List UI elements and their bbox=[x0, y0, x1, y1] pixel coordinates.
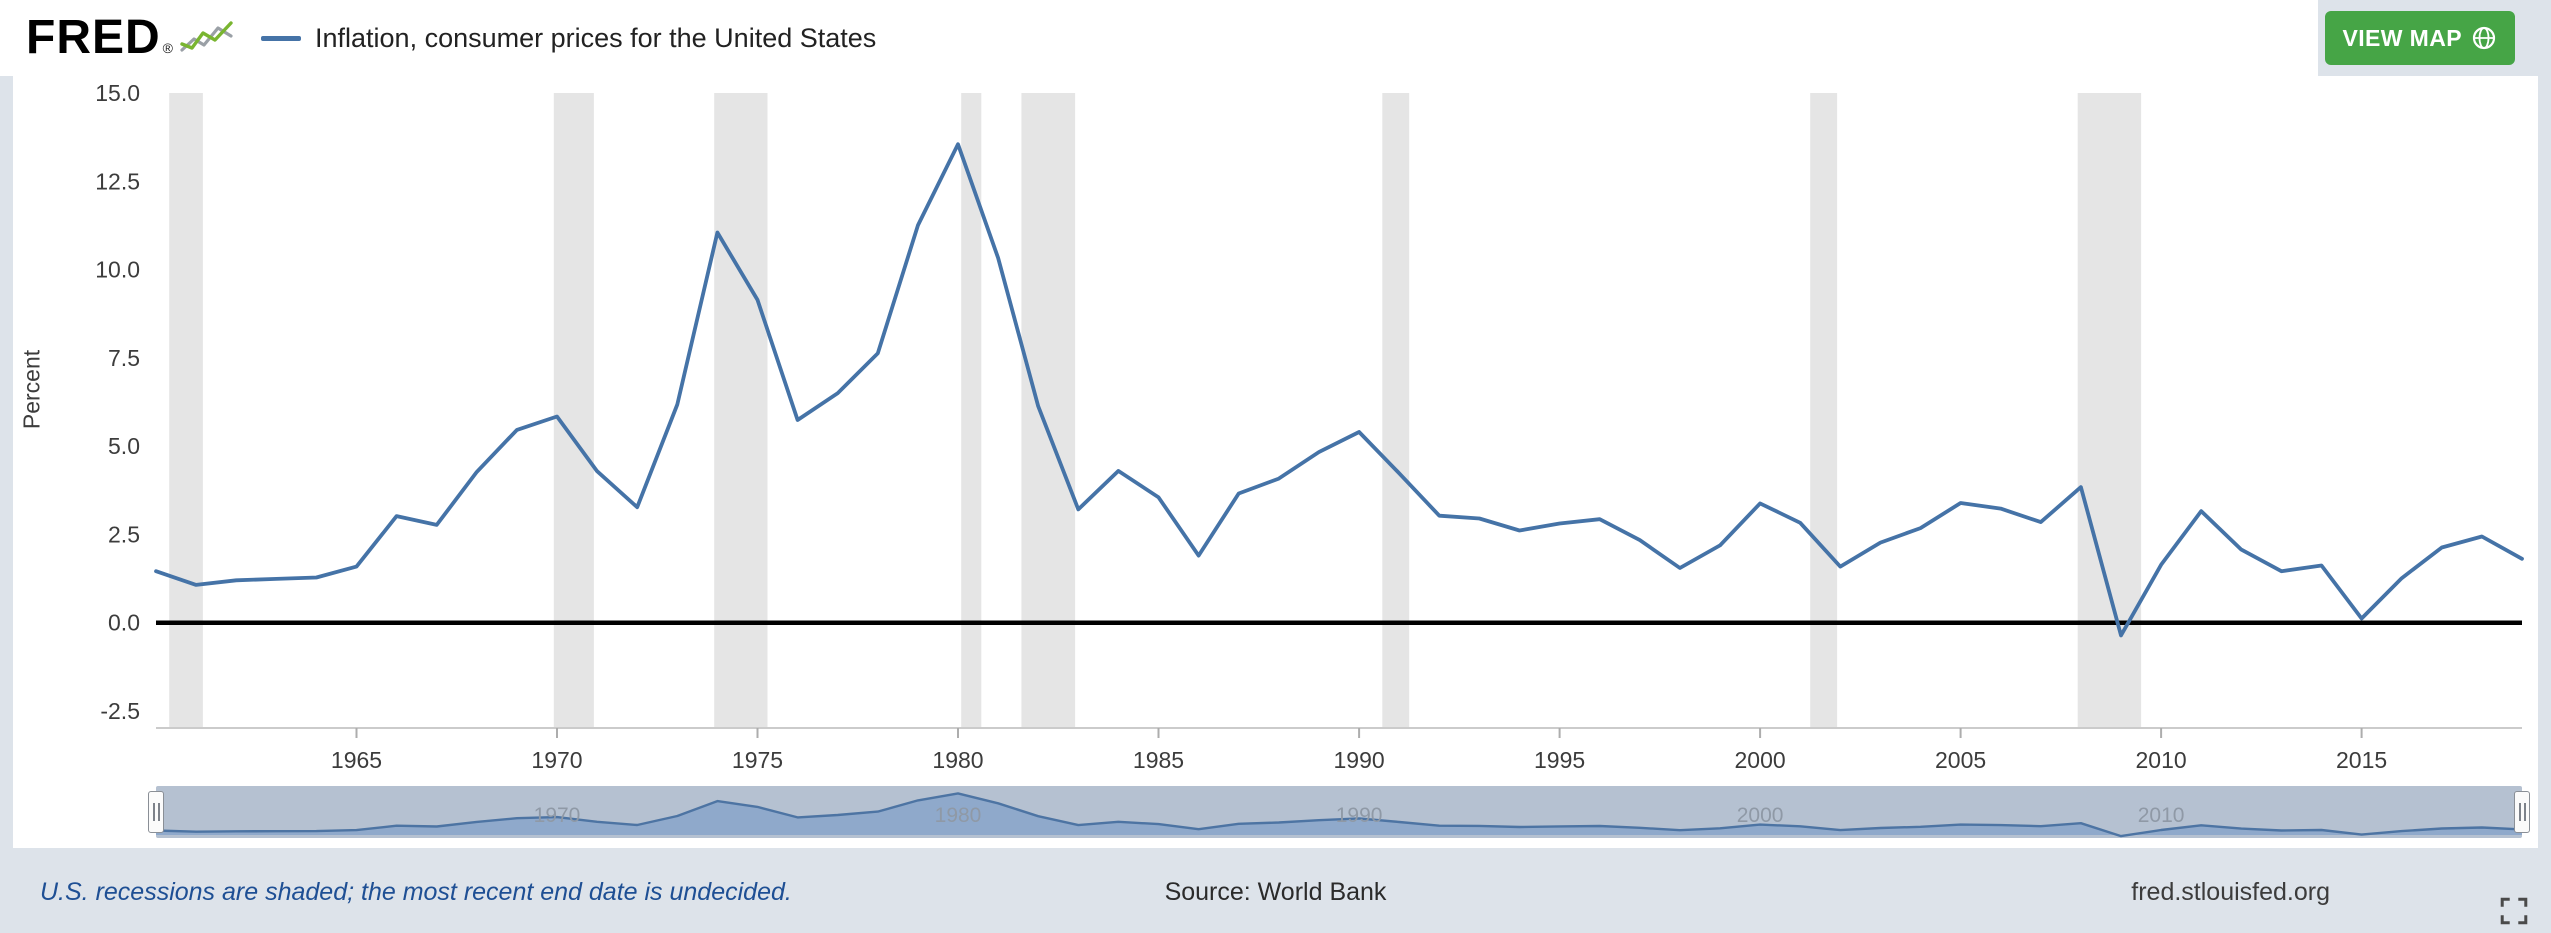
slider-tick-label: 2000 bbox=[1737, 804, 1784, 827]
recession-band bbox=[1021, 93, 1076, 728]
slider-tick-label: 1970 bbox=[534, 804, 581, 827]
x-tick-label: 1995 bbox=[1534, 747, 1585, 773]
inflation-line bbox=[154, 142, 2524, 638]
recession-band bbox=[553, 93, 594, 728]
fred-logo-text: FRED bbox=[26, 11, 161, 64]
x-tick-label: 2000 bbox=[1735, 747, 1786, 773]
slider-area-outline bbox=[156, 792, 2522, 838]
slider-tick-label: 1980 bbox=[935, 804, 982, 827]
header: FRED ® Inflation, consumer prices for th… bbox=[0, 0, 2551, 76]
x-tick-label: 1965 bbox=[331, 747, 382, 773]
header-right-region: VIEW MAP bbox=[2318, 0, 2551, 76]
x-tick-label: 1980 bbox=[932, 747, 983, 773]
y-tick-label: 15.0 bbox=[95, 80, 140, 106]
y-tick-label: -2.5 bbox=[100, 698, 140, 724]
date-range-slider[interactable]: 1970 1980 1990 2000 2010 bbox=[148, 786, 2530, 838]
y-tick-label: 10.0 bbox=[95, 257, 140, 283]
slider-area bbox=[156, 793, 2522, 837]
x-tick-label: 1975 bbox=[732, 747, 783, 773]
main-chart[interactable]: 1965 1970 1975 1980 1985 1990 1995 2000 2005 2010… bbox=[13, 76, 2538, 782]
grip-line bbox=[2518, 803, 2521, 821]
recession-band bbox=[1810, 93, 1838, 728]
grip-line bbox=[157, 803, 160, 821]
y-tick-label: 12.5 bbox=[95, 168, 140, 194]
y-tick-label: 7.5 bbox=[108, 345, 140, 371]
recession-band bbox=[1382, 93, 1410, 728]
x-tick-label: 2010 bbox=[2136, 747, 2187, 773]
legend-line-swatch bbox=[261, 35, 301, 41]
recession-band bbox=[961, 93, 982, 728]
recession-band bbox=[2077, 93, 2142, 728]
footer: U.S. recessions are shaded; the most rec… bbox=[0, 848, 2551, 933]
recession-note: U.S. recessions are shaded; the most rec… bbox=[40, 878, 792, 906]
fullscreen-expand-icon[interactable] bbox=[2499, 896, 2529, 926]
x-tick-label: 2015 bbox=[2336, 747, 2387, 773]
recession-band bbox=[714, 93, 768, 728]
globe-icon bbox=[2472, 26, 2496, 50]
x-tick-label: 1985 bbox=[1133, 747, 1184, 773]
y-tick-label: 0.0 bbox=[108, 610, 140, 636]
sparkline-chart-icon bbox=[180, 21, 233, 52]
x-tick-label: 1990 bbox=[1334, 747, 1385, 773]
slider-tick-label: 2010 bbox=[2138, 804, 2185, 827]
slider-right-handle[interactable] bbox=[2514, 791, 2530, 833]
legend-label: Inflation, consumer prices for the Unite… bbox=[315, 22, 877, 53]
chart-legend: Inflation, consumer prices for the Unite… bbox=[261, 23, 876, 54]
slider-area-chart: 1970 1980 1990 2000 2010 bbox=[156, 792, 2522, 838]
chart-panel: Percent 1965 1970 1975 1980 1985 1990 1995 2000… bbox=[13, 76, 2538, 848]
grip-line bbox=[152, 803, 155, 821]
y-tick-label: 2.5 bbox=[108, 521, 140, 547]
fred-logo[interactable]: FRED ® bbox=[0, 14, 235, 62]
registered-trademark: ® bbox=[162, 40, 173, 56]
slider-left-handle[interactable] bbox=[148, 791, 164, 833]
source-text[interactable]: Source: World Bank bbox=[1164, 878, 1387, 906]
view-map-label: VIEW MAP bbox=[2342, 24, 2462, 51]
view-map-button[interactable]: VIEW MAP bbox=[2324, 11, 2515, 65]
grip-line bbox=[2523, 803, 2526, 821]
x-tick-label: 2005 bbox=[1935, 747, 1986, 773]
site-link[interactable]: fred.stlouisfed.org bbox=[2131, 878, 2330, 906]
recession-band bbox=[169, 93, 203, 728]
y-tick-label: 5.0 bbox=[108, 433, 140, 459]
slider-tick-label: 1990 bbox=[1336, 804, 1383, 827]
x-tick-label: 1970 bbox=[531, 747, 582, 773]
